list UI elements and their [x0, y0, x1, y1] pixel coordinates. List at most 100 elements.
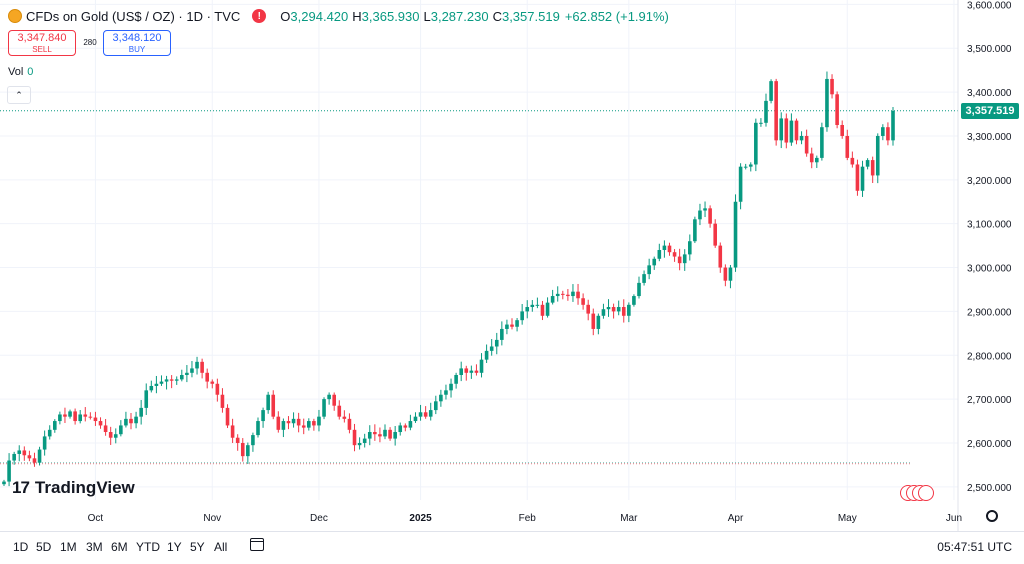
- candle-body: [169, 379, 174, 381]
- candle-body: [439, 394, 443, 402]
- candle: [129, 412, 133, 430]
- candle: [281, 418, 286, 438]
- candle-body: [698, 210, 702, 220]
- candle: [728, 264, 733, 289]
- candle-body: [357, 442, 362, 446]
- candle: [322, 397, 326, 420]
- axis-settings-icon[interactable]: [986, 510, 998, 522]
- candle-body: [113, 434, 118, 438]
- gold-symbol-icon: [8, 9, 22, 23]
- candle-body: [855, 164, 860, 191]
- clock-utc[interactable]: 05:47:51 UTC: [937, 540, 1012, 554]
- candle: [230, 418, 235, 443]
- candle: [240, 438, 245, 462]
- candle-body: [139, 407, 143, 417]
- candle: [688, 234, 692, 261]
- candle-body: [494, 339, 499, 347]
- candle: [149, 380, 154, 393]
- candle: [611, 303, 616, 319]
- candle: [515, 318, 519, 332]
- candle-body: [378, 434, 382, 437]
- candle-body: [713, 223, 717, 246]
- candle-body: [144, 390, 149, 408]
- candle: [327, 392, 331, 405]
- timeframe-5d[interactable]: 5D: [36, 540, 52, 554]
- candle: [850, 151, 855, 168]
- candle-body: [616, 307, 621, 312]
- candle: [276, 411, 281, 433]
- candle: [484, 344, 489, 363]
- timeframe-3m[interactable]: 3M: [86, 540, 103, 554]
- candle: [703, 201, 707, 218]
- us-flag-icon[interactable]: [918, 485, 934, 501]
- candle: [759, 118, 763, 127]
- timeframe-1m[interactable]: 1M: [60, 540, 77, 554]
- candle: [2, 479, 6, 486]
- candle-body: [860, 166, 865, 191]
- x-tick-label: 2025: [409, 513, 432, 524]
- candle: [748, 162, 753, 172]
- ohlc-change: +62.852 (+1.91%): [564, 8, 669, 24]
- timeframe-1y[interactable]: 1Y: [167, 540, 182, 554]
- candle-body: [591, 313, 596, 329]
- symbol-legend: CFDs on Gold (US$ / OZ) · 1D · TVC ! O 3,…: [8, 7, 669, 25]
- candle: [708, 205, 712, 228]
- candle: [357, 437, 362, 450]
- candle: [881, 124, 885, 141]
- candle: [439, 389, 443, 407]
- candle-body: [159, 381, 164, 384]
- candle: [657, 243, 662, 262]
- candle: [464, 365, 469, 381]
- candle: [627, 302, 631, 323]
- candle: [256, 417, 260, 438]
- candle: [220, 388, 225, 413]
- candle: [576, 283, 580, 305]
- symbol-title[interactable]: CFDs on Gold (US$ / OZ) · 1D · TVC: [26, 8, 241, 24]
- candle: [444, 384, 448, 400]
- sell-button[interactable]: 3,347.840 SELL: [8, 30, 76, 56]
- candle: [108, 426, 113, 445]
- candle: [601, 303, 606, 319]
- market-status-icon[interactable]: !: [252, 9, 267, 23]
- x-tick-label: Feb: [519, 513, 537, 524]
- candle: [540, 300, 545, 321]
- timeframe-all[interactable]: All: [214, 540, 228, 554]
- candle: [53, 419, 57, 433]
- timeframe-6m[interactable]: 6M: [111, 540, 128, 554]
- candle-body: [718, 245, 723, 268]
- y-tick-label: 2,900.000: [967, 307, 1012, 318]
- x-tick-label: Oct: [88, 513, 104, 524]
- candle: [510, 318, 514, 330]
- candle-body: [804, 135, 809, 154]
- candle: [291, 412, 296, 428]
- candle-body: [550, 296, 555, 303]
- candle: [83, 407, 88, 422]
- candle-body: [764, 100, 768, 123]
- candle-body: [865, 160, 870, 167]
- tradingview-logo[interactable]: 17 TradingView: [12, 478, 135, 498]
- timeframe-ytd[interactable]: YTD: [136, 540, 160, 554]
- candle-body: [540, 304, 545, 316]
- candle: [159, 375, 164, 386]
- candle-body: [667, 245, 672, 253]
- candle-body: [596, 315, 601, 329]
- candle: [571, 284, 575, 302]
- volume-legend: Vol 0: [8, 66, 33, 78]
- candle: [286, 416, 291, 430]
- candle-body: [185, 372, 189, 375]
- timeframe-1d[interactable]: 1D: [13, 540, 29, 554]
- candle-body: [555, 293, 560, 297]
- timeframe-5y[interactable]: 5Y: [190, 540, 205, 554]
- ohlc-low-label: L: [423, 8, 431, 24]
- buy-button[interactable]: 3,348.120 BUY: [103, 30, 171, 56]
- bottom-toolbar: [0, 531, 1024, 564]
- candle: [301, 418, 306, 435]
- calendar-icon[interactable]: [250, 538, 264, 551]
- candle-body: [83, 414, 88, 417]
- candle-body: [47, 429, 52, 437]
- candle-body: [606, 307, 611, 310]
- collapse-legend-button[interactable]: ⌃: [7, 86, 31, 104]
- candle: [378, 427, 382, 443]
- candle-body: [103, 425, 108, 433]
